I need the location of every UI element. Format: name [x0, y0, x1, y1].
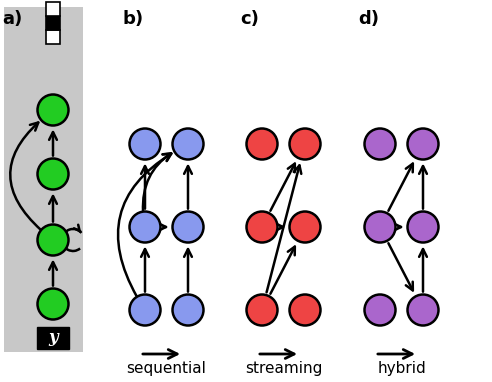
Circle shape — [173, 128, 204, 160]
Circle shape — [246, 212, 277, 243]
Text: y: y — [48, 330, 58, 346]
Circle shape — [37, 159, 68, 189]
Bar — [46, 16, 60, 30]
Circle shape — [407, 128, 438, 160]
Text: d): d) — [358, 10, 379, 28]
Text: b): b) — [122, 10, 143, 28]
Circle shape — [129, 128, 160, 160]
Circle shape — [289, 295, 320, 325]
Circle shape — [289, 212, 320, 243]
Circle shape — [407, 212, 438, 243]
Circle shape — [246, 295, 277, 325]
Circle shape — [289, 128, 320, 160]
Circle shape — [37, 225, 68, 256]
Text: streaming: streaming — [245, 361, 322, 376]
Circle shape — [173, 212, 204, 243]
Circle shape — [365, 295, 396, 325]
Circle shape — [365, 128, 396, 160]
Circle shape — [37, 94, 68, 126]
Circle shape — [173, 295, 204, 325]
Text: hybrid: hybrid — [377, 361, 426, 376]
Circle shape — [37, 288, 68, 319]
Text: c): c) — [240, 10, 259, 28]
Text: sequential: sequential — [126, 361, 207, 376]
Circle shape — [129, 295, 160, 325]
Circle shape — [407, 295, 438, 325]
Bar — [46, 30, 60, 44]
Text: a): a) — [2, 10, 22, 28]
Circle shape — [129, 212, 160, 243]
Bar — [37, 327, 69, 349]
Bar — [4, 7, 83, 352]
Circle shape — [365, 212, 396, 243]
Bar — [46, 2, 60, 16]
Circle shape — [246, 128, 277, 160]
